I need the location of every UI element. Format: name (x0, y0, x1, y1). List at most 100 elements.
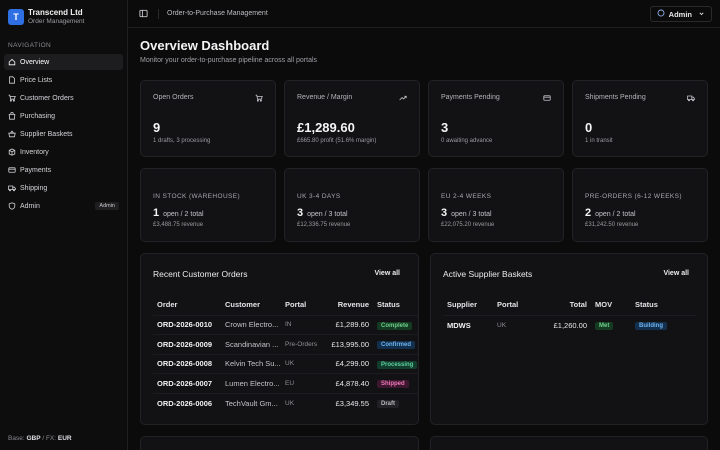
brand[interactable]: T Transcend Ltd Order Management (0, 0, 127, 34)
sidebar-item-label: Customer Orders (20, 94, 74, 102)
status-cell: Draft (377, 392, 418, 413)
region-label: PRE-ORDERS (6-12 WEEKS) (585, 193, 682, 200)
status-badge: Processing (377, 360, 418, 369)
bag-icon (8, 112, 16, 120)
truck-icon (687, 94, 695, 102)
sidebar-item-overview[interactable]: Overview (4, 54, 123, 70)
customer-cell: Lumen Electro... (225, 373, 285, 393)
customer-cell: Scandinavian ... (225, 334, 285, 354)
sidebar-item-label: Inventory (20, 148, 49, 156)
kpi-value: £1,289.60 (297, 120, 355, 135)
column-header[interactable]: Supplier (447, 300, 478, 310)
order-id-cell: ORD-2026-0009 (153, 334, 225, 354)
sidebar-toggle-button[interactable] (136, 7, 150, 21)
table-row[interactable]: MDWS UK £1,260.00 Met Building (443, 314, 697, 335)
region-card-uk[interactable]: UK 3-4 DAYS 3 open / 3 total £12,336.75 … (284, 168, 420, 242)
portal-cell: Pre-Orders (285, 334, 325, 354)
sidebar-item-inventory[interactable]: Inventory (4, 144, 123, 160)
lower-panel-left (140, 436, 419, 450)
region-open-total: open / 2 total (163, 211, 204, 218)
kpi-note: 0 awaiting advance (441, 138, 493, 144)
region-card-pre-orders[interactable]: PRE-ORDERS (6-12 WEEKS) 2 open / 2 total… (572, 168, 708, 242)
supplier-name: MDWS (443, 314, 497, 335)
kpi-card-shipments-pending[interactable]: Shipments Pending 0 1 in transit (572, 80, 708, 157)
status-cell: Shipped (377, 373, 418, 393)
status-cell: Processing (377, 353, 418, 374)
shield-icon (8, 202, 16, 210)
portal-cell: UK (285, 353, 325, 374)
user-menu-button[interactable]: Admin (649, 6, 712, 22)
column-header[interactable]: MOV (595, 300, 613, 310)
kpi-label: Revenue / Margin (297, 94, 353, 101)
region-revenue: £31,242.50 revenue (585, 222, 639, 228)
region-open-total: open / 2 total (595, 211, 636, 218)
status-badge: Complete (377, 321, 413, 330)
kpi-label: Payments Pending (441, 94, 500, 101)
sidebar-item-payments[interactable]: Payments (4, 162, 123, 178)
status-badge: Confirmed (377, 341, 415, 350)
column-header[interactable]: Portal (497, 300, 519, 310)
sidebar: T Transcend Ltd Order Management NAVIGAT… (0, 0, 128, 450)
revenue-cell: £4,299.00 (325, 353, 377, 374)
supplier-baskets-panel: Active Supplier Baskets View all Supplie… (430, 253, 708, 425)
region-card-eu[interactable]: EU 2-4 WEEKS 3 open / 3 total £22,075.20… (428, 168, 564, 242)
trend-up-icon (399, 94, 407, 102)
kpi-card-payments-pending[interactable]: Payments Pending 3 0 awaiting advance (428, 80, 564, 157)
kpi-note: 1 in transit (585, 138, 613, 144)
column-header[interactable]: Status (635, 300, 658, 310)
region-revenue: £3,488.75 revenue (153, 222, 204, 228)
topbar-divider (158, 8, 159, 19)
view-all-orders-button[interactable]: View all (374, 269, 400, 277)
brand-logo: T (8, 9, 24, 25)
table-row[interactable]: ORD-2026-0010 Crown Electro... IN £1,289.60… (153, 314, 418, 335)
status-cell: Complete (377, 314, 418, 335)
kpi-card-open-orders[interactable]: Open Orders 9 1 drafts, 3 processing (140, 80, 276, 157)
order-id-cell: ORD-2026-0006 (153, 392, 225, 413)
revenue-cell: £13,995.00 (325, 334, 377, 354)
kpi-label: Shipments Pending (585, 94, 646, 101)
portal-cell: UK (497, 314, 537, 335)
sidebar-item-price-lists[interactable]: Price Lists (4, 72, 123, 88)
revenue-cell: £1,289.60 (325, 314, 377, 335)
column-header[interactable]: Order (157, 300, 178, 310)
customer-cell: Kelvin Tech Su... (225, 353, 285, 374)
kpi-label: Open Orders (153, 94, 194, 101)
status-cell: Confirmed (377, 334, 418, 354)
table-row[interactable]: ORD-2026-0006 TechVault Gm... UK £3,349.55 D… (153, 392, 418, 413)
kpi-card-revenue-margin[interactable]: Revenue / Margin £1,289.60 £665.80 profi… (284, 80, 420, 157)
table-row[interactable]: ORD-2026-0008 Kelvin Tech Su... UK £4,299.0… (153, 353, 418, 374)
sidebar-item-purchasing[interactable]: Purchasing (4, 108, 123, 124)
order-id-cell: ORD-2026-0008 (153, 353, 225, 374)
region-open-count: 3 (441, 207, 448, 219)
column-header[interactable]: Customer (225, 300, 261, 310)
sidebar-item-supplier-baskets[interactable]: Supplier Baskets (4, 126, 123, 142)
region-label: IN STOCK (WAREHOUSE) (153, 193, 241, 200)
box-icon (8, 148, 16, 156)
sidebar-item-shipping[interactable]: Shipping (4, 180, 123, 196)
column-header[interactable]: Portal (285, 300, 307, 310)
status-badge: Shipped (377, 380, 409, 389)
user-name: Admin (668, 9, 692, 19)
region-revenue: £22,075.20 revenue (441, 222, 495, 228)
region-open-total: open / 3 total (307, 211, 348, 218)
table-row[interactable]: ORD-2026-0009 Scandinavian ... Pre-Orders £… (153, 334, 418, 354)
region-card-in-stock[interactable]: IN STOCK (WAREHOUSE) 1 open / 2 total £3… (140, 168, 276, 242)
currency-footer: Base: GBP / FX: EUR (8, 435, 72, 442)
column-header[interactable]: Total (569, 300, 587, 310)
topbar: Order-to-Purchase Management Admin (128, 0, 720, 28)
status-cell: Building (635, 314, 697, 335)
table-row[interactable]: ORD-2026-0007 Lumen Electro... EU £4,878.40… (153, 373, 418, 393)
sidebar-item-customer-orders[interactable]: Customer Orders (4, 90, 123, 106)
sidebar-item-admin[interactable]: Admin Admin (4, 198, 123, 214)
recent-orders-panel: Recent Customer Orders View all Order Cu… (140, 253, 419, 425)
total-cell: £1,260.00 (537, 314, 595, 335)
view-all-baskets-button[interactable]: View all (663, 269, 689, 277)
base-currency: GBP (26, 435, 41, 442)
portal-cell: IN (285, 314, 325, 335)
column-header[interactable]: Status (377, 300, 400, 310)
sidebar-item-label: Payments (20, 166, 52, 174)
column-header[interactable]: Revenue (337, 300, 369, 310)
admin-badge: Admin (95, 202, 119, 210)
file-icon (8, 76, 16, 84)
